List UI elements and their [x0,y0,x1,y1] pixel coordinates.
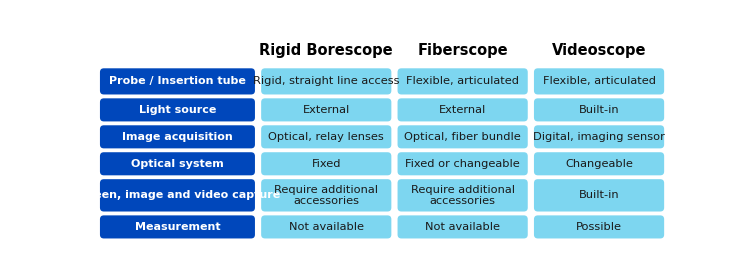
Text: Built-in: Built-in [579,105,620,115]
FancyBboxPatch shape [534,68,664,95]
Text: Rigid, straight line access: Rigid, straight line access [253,76,400,86]
FancyBboxPatch shape [534,215,664,238]
Text: Flexible, articulated: Flexible, articulated [542,76,656,86]
Text: External: External [302,105,350,115]
Text: Rigid Borescope: Rigid Borescope [260,44,393,58]
Text: Videoscope: Videoscope [552,44,646,58]
FancyBboxPatch shape [398,215,528,238]
Text: Built-in: Built-in [579,190,620,200]
Text: Optical, fiber bundle: Optical, fiber bundle [404,132,521,142]
Text: Optical system: Optical system [131,159,224,169]
FancyBboxPatch shape [100,125,255,149]
Text: Possible: Possible [576,222,622,232]
Text: Fixed or changeable: Fixed or changeable [405,159,520,169]
Text: Screen, image and video capture: Screen, image and video capture [74,190,280,200]
Text: Flexible, articulated: Flexible, articulated [406,76,519,86]
FancyBboxPatch shape [261,125,392,149]
FancyBboxPatch shape [534,98,664,121]
FancyBboxPatch shape [398,98,528,121]
Text: Fiberscope: Fiberscope [417,44,508,58]
FancyBboxPatch shape [534,179,664,212]
FancyBboxPatch shape [398,68,528,95]
Text: Optical, relay lenses: Optical, relay lenses [268,132,384,142]
FancyBboxPatch shape [261,152,392,175]
FancyBboxPatch shape [100,215,255,238]
Text: Require additional
accessories: Require additional accessories [274,185,378,206]
Text: Not available: Not available [289,222,364,232]
FancyBboxPatch shape [261,179,392,212]
Text: Changeable: Changeable [565,159,633,169]
Text: Light source: Light source [139,105,216,115]
FancyBboxPatch shape [398,179,528,212]
FancyBboxPatch shape [100,152,255,175]
Text: External: External [439,105,486,115]
FancyBboxPatch shape [534,152,664,175]
FancyBboxPatch shape [398,125,528,149]
FancyBboxPatch shape [261,68,392,95]
FancyBboxPatch shape [100,179,255,212]
Text: Measurement: Measurement [135,222,220,232]
FancyBboxPatch shape [261,215,392,238]
Text: Fixed: Fixed [311,159,341,169]
Text: Image acquisition: Image acquisition [122,132,232,142]
FancyBboxPatch shape [398,152,528,175]
FancyBboxPatch shape [100,68,255,95]
Text: Probe / Insertion tube: Probe / Insertion tube [109,76,246,86]
Text: Digital, imaging sensor: Digital, imaging sensor [533,132,665,142]
FancyBboxPatch shape [534,125,664,149]
FancyBboxPatch shape [261,98,392,121]
Text: Require additional
accessories: Require additional accessories [411,185,515,206]
FancyBboxPatch shape [100,98,255,121]
Text: Not available: Not available [425,222,500,232]
